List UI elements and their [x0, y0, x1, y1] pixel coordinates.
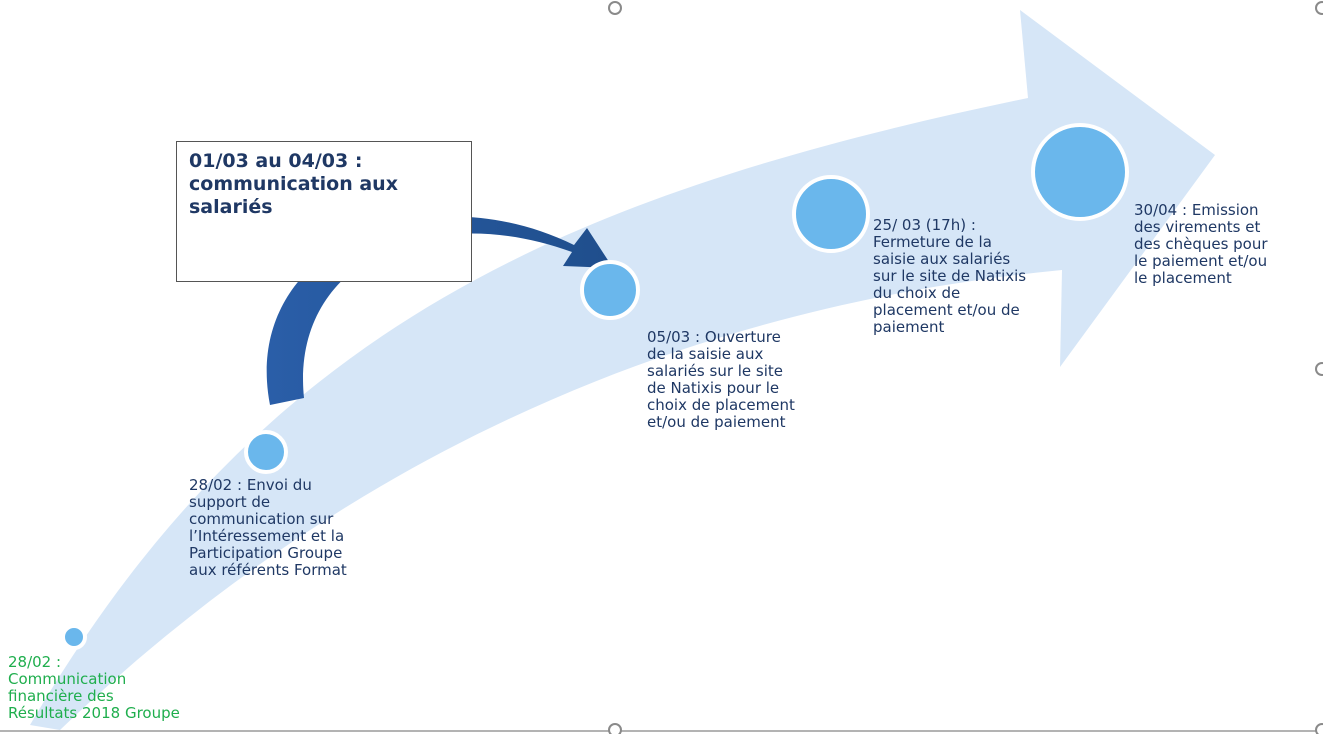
milestone-label-3: 05/03 : Ouverture de la saisie aux salar…: [647, 328, 795, 431]
milestone-label-1: 28/02 : Communication financière des Rés…: [8, 653, 180, 722]
milestone-dot-5: [1031, 123, 1129, 221]
handle-bottom-center: [608, 723, 622, 734]
handle-top-right: [1315, 1, 1323, 15]
milestone-dot-1: [61, 624, 87, 650]
handle-right-middle: [1315, 362, 1323, 376]
milestone-dot-4: [792, 175, 870, 253]
milestone-label-5: 30/04 : Emission des virements et des ch…: [1134, 201, 1268, 287]
timeline-arrow: [30, 10, 1215, 730]
milestone-dot-2: [244, 430, 288, 474]
milestone-circles: [61, 123, 1129, 650]
handle-bottom-right: [1315, 723, 1323, 734]
milestone-dot-3: [580, 260, 640, 320]
milestone-label-2: 28/02 : Envoi du support de communicatio…: [189, 476, 347, 579]
handle-top-center: [608, 1, 622, 15]
callout-box: 01/03 au 04/03 : communication aux salar…: [176, 141, 472, 282]
milestone-label-4: 25/ 03 (17h) : Fermeture de la saisie au…: [873, 216, 1027, 336]
